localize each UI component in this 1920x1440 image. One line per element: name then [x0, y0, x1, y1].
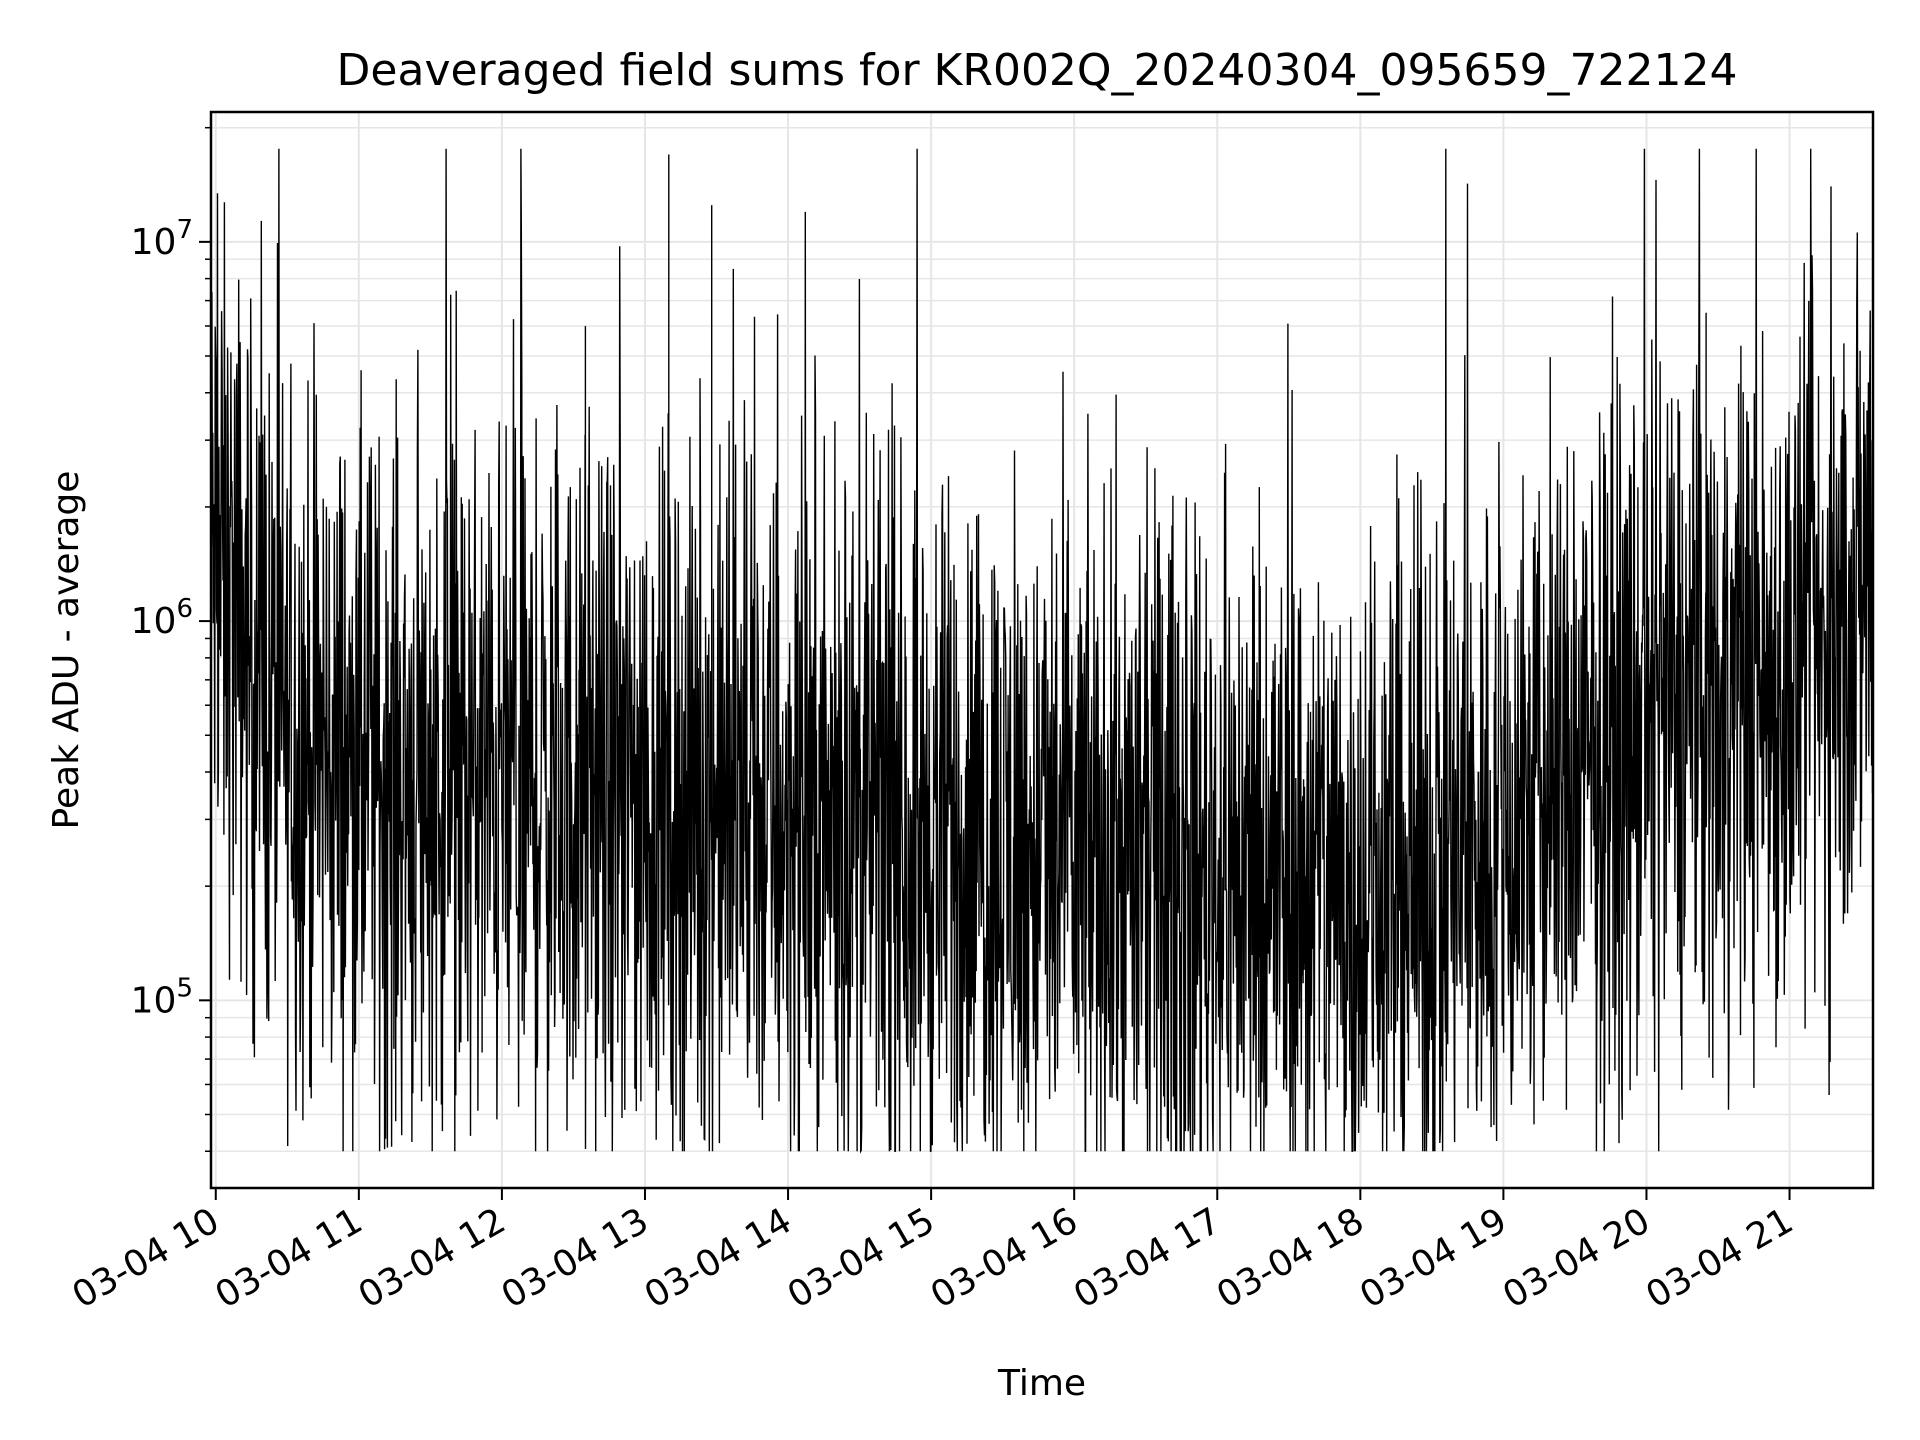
x-axis-label: Time [997, 1363, 1086, 1404]
y-axis-label: Peak ADU - average [46, 471, 87, 830]
plot-frame [209, 110, 1875, 1190]
chart-title: Deaveraged field sums for KR002Q_2024030… [337, 45, 1738, 96]
series-line [210, 148, 1874, 1154]
y-axis: 105 106 107 [131, 126, 211, 1152]
y-tick-label: 105 [131, 973, 193, 1021]
y-tick-label: 106 [131, 594, 193, 642]
y-tick-label: 107 [131, 215, 193, 263]
